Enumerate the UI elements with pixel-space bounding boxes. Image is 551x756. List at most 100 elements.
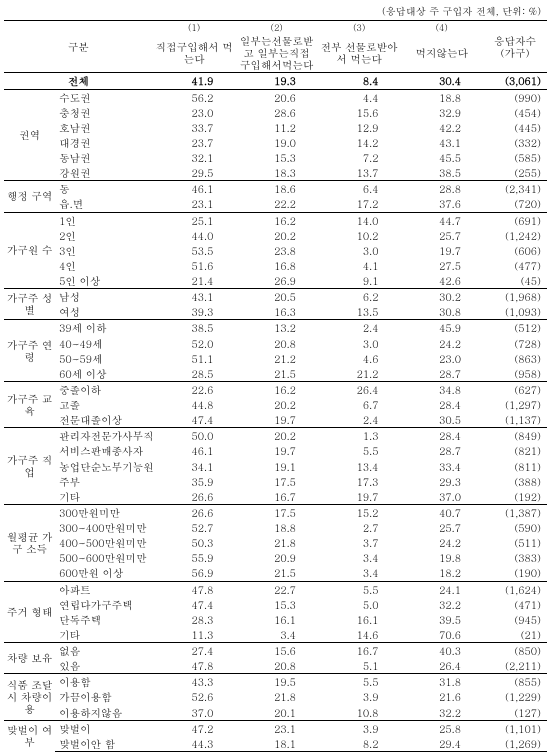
total-v1: 19.3: [235, 73, 318, 89]
row-v2: 7.2: [318, 150, 401, 165]
group-label: 권역: [4, 89, 55, 181]
row-v3: 26.4: [400, 658, 483, 674]
row-v0: 23.1: [153, 196, 236, 212]
row-v1: 21.5: [235, 565, 318, 581]
row-v0: 37.0: [153, 705, 236, 721]
group-label: 가구주 교육: [4, 381, 55, 427]
row-v0: 46.1: [153, 181, 236, 197]
row-v2: 6.4: [318, 181, 401, 197]
row-resp: (720): [483, 196, 547, 212]
row-v1: 18.3: [235, 165, 318, 181]
table-row: 가끔이용함52.621.83.921.6(1,229): [4, 689, 547, 704]
row-v2: 26.4: [318, 381, 401, 397]
table-row: 300~400만원미만52.718.82.725.7(590): [4, 520, 547, 535]
row-label: 대경권: [55, 135, 153, 150]
row-v2: 10.8: [318, 705, 401, 721]
row-label: 600만원 이상: [55, 565, 153, 581]
row-v1: 20.1: [235, 705, 318, 721]
row-v3: 28.7: [400, 443, 483, 458]
row-v2: 13.4: [318, 459, 401, 474]
row-label: 5인 이상: [55, 273, 153, 289]
row-label: 없음: [55, 643, 153, 659]
row-v3: 42.6: [400, 273, 483, 289]
row-label: 연립다가구주택: [55, 597, 153, 612]
row-resp: (511): [483, 535, 547, 550]
row-v2: 3.9: [318, 720, 401, 736]
row-label: 300만원미만: [55, 504, 153, 520]
row-v0: 50.0: [153, 428, 236, 444]
row-v0: 28.3: [153, 612, 236, 627]
hdr-col-4: 먹지않는다: [400, 34, 483, 73]
row-v1: 19.0: [235, 135, 318, 150]
row-resp: (855): [483, 674, 547, 690]
row-resp: (590): [483, 520, 547, 535]
row-v0: 11.3: [153, 627, 236, 643]
row-v2: 6.7: [318, 397, 401, 412]
table-row: 5인 이상21.426.99.142.6(45): [4, 273, 547, 289]
hdr-col-1: 직접구입해서 먹는다: [153, 34, 236, 73]
row-v3: 29.3: [400, 474, 483, 489]
table-row: 행정 구역동46.118.66.428.8(2,341): [4, 181, 547, 197]
row-v0: 51.1: [153, 351, 236, 366]
row-resp: (990): [483, 89, 547, 105]
row-label: 호남권: [55, 120, 153, 135]
row-label: 4인: [55, 258, 153, 273]
row-v3: 44.7: [400, 212, 483, 228]
table-row: 600만원 이상56.921.53.418.2(190): [4, 565, 547, 581]
row-v3: 70.6: [400, 627, 483, 643]
row-v2: 2.4: [318, 412, 401, 428]
row-v0: 47.4: [153, 597, 236, 612]
row-v0: 52.7: [153, 520, 236, 535]
row-v2: 5.0: [318, 597, 401, 612]
row-resp: (606): [483, 243, 547, 258]
group-label: 행정 구역: [4, 181, 55, 212]
row-label: 여성: [55, 304, 153, 320]
row-v0: 53.5: [153, 243, 236, 258]
row-v2: 16.1: [318, 612, 401, 627]
row-v1: 21.2: [235, 351, 318, 366]
row-v0: 39.3: [153, 304, 236, 320]
row-v3: 19.8: [400, 550, 483, 565]
row-v2: 5.5: [318, 674, 401, 690]
row-resp: (512): [483, 320, 547, 336]
row-resp: (1,229): [483, 689, 547, 704]
row-label: 단독주택: [55, 612, 153, 627]
row-v2: 13.5: [318, 304, 401, 320]
row-v2: 2.4: [318, 320, 401, 336]
row-v3: 24.2: [400, 535, 483, 550]
row-resp: (21): [483, 627, 547, 643]
row-v3: 30.2: [400, 289, 483, 305]
row-v2: 3.9: [318, 689, 401, 704]
row-v1: 18.1: [235, 736, 318, 752]
row-resp: (190): [483, 565, 547, 581]
row-resp: (1,269): [483, 736, 547, 752]
row-label: 3인: [55, 243, 153, 258]
table-row: 차량 보유없음27.415.616.740.3(850): [4, 643, 547, 659]
hdr-gubun: 구분: [4, 21, 153, 73]
row-v1: 22.7: [235, 581, 318, 597]
row-label: 동: [55, 181, 153, 197]
row-resp: (2,341): [483, 181, 547, 197]
row-v3: 25.7: [400, 228, 483, 243]
row-v3: 40.3: [400, 643, 483, 659]
row-v1: 11.2: [235, 120, 318, 135]
row-v3: 32.9: [400, 105, 483, 120]
row-v1: 20.8: [235, 336, 318, 351]
table-row: 권역수도권56.220.64.418.8(990): [4, 89, 547, 105]
row-label: 강원권: [55, 165, 153, 181]
row-label: 400~500만원미만: [55, 535, 153, 550]
row-resp: (1,137): [483, 412, 547, 428]
row-resp: (1,297): [483, 397, 547, 412]
row-v1: 28.6: [235, 105, 318, 120]
row-v0: 27.4: [153, 643, 236, 659]
row-label: 수도권: [55, 89, 153, 105]
row-v3: 45.5: [400, 150, 483, 165]
row-resp: (945): [483, 612, 547, 627]
group-label: 월평균 가구 소득: [4, 504, 55, 581]
row-label: 맞벌이안 함: [55, 736, 153, 752]
row-v3: 28.4: [400, 397, 483, 412]
total-v0: 41.9: [153, 73, 236, 89]
row-v1: 18.8: [235, 520, 318, 535]
table-header: 구분 (1) (2) (3) (4) 응답자수(가구) 직접구입해서 먹는다 일…: [4, 21, 547, 73]
row-v1: 19.7: [235, 443, 318, 458]
